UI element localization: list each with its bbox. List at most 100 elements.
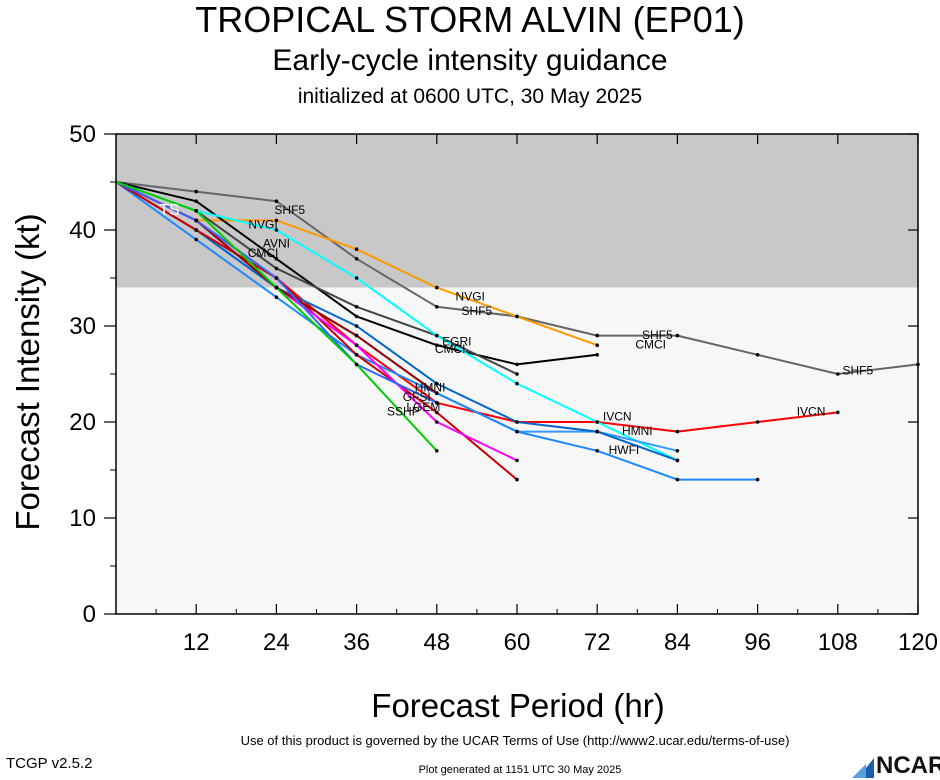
- y-tick-label: 10: [69, 505, 96, 532]
- x-tick-label: 120: [898, 629, 938, 656]
- band-1: [116, 287, 918, 614]
- point-gfsi: [435, 410, 439, 415]
- point-cmci: [435, 343, 439, 348]
- chart-title: TROPICAL STORM ALVIN (EP01): [195, 0, 745, 40]
- y-axis-label: Forecast Intensity (kt): [9, 213, 46, 531]
- point-shf5: [755, 353, 760, 357]
- series-label: NVGI: [248, 217, 277, 231]
- point-ivcn: [836, 410, 840, 415]
- series-label: NVGI: [456, 289, 485, 303]
- ncar-logo-mark: [852, 758, 874, 778]
- point-ctci: [354, 324, 359, 328]
- point-dshp: [274, 228, 279, 232]
- point-ivcn: [675, 429, 680, 434]
- series-label: SHF5: [462, 304, 493, 318]
- point-ivcn: [755, 420, 760, 424]
- point-gfsi: [354, 353, 359, 357]
- point-cmci: [354, 314, 359, 319]
- point-lgem: [435, 401, 439, 405]
- x-tick-label: 12: [183, 629, 210, 656]
- series-label: IVCN: [797, 405, 826, 419]
- point-dshp: [595, 420, 599, 424]
- point-shf5: [595, 333, 599, 338]
- series-points: [194, 189, 920, 482]
- point-hwfi: [595, 449, 599, 453]
- point-hwfi: [755, 477, 760, 482]
- point-dshp: [435, 333, 439, 338]
- series-label: CMCI: [635, 337, 666, 351]
- point-gfsi: [194, 228, 198, 232]
- series-line-dshp: [115, 181, 678, 462]
- point-ctci: [515, 420, 519, 424]
- point-hwfi: [194, 237, 198, 242]
- point-egri: [354, 343, 359, 348]
- series-label: AVNI: [263, 237, 290, 251]
- point-sshp: [274, 285, 279, 290]
- point-avni: [354, 305, 359, 309]
- series-label: IVCN: [603, 409, 632, 423]
- series-label: GFSI: [403, 390, 431, 404]
- band-label: TS: [159, 202, 179, 219]
- point-ctci: [595, 429, 599, 434]
- series-label: LGEM: [406, 400, 440, 414]
- series-line-ctci: [115, 181, 678, 462]
- point-cmci: [515, 362, 519, 367]
- point-nvgi: [595, 343, 599, 348]
- point-avni: [274, 266, 279, 271]
- x-tick-label: 72: [584, 629, 611, 656]
- point-hwfi: [274, 295, 279, 300]
- series-label: CMCI: [248, 246, 279, 260]
- x-tick-label: 48: [423, 629, 450, 656]
- axes: 12 24 36 48 60 72 84 96 108 120 0 10 20 30 40 50: [69, 121, 938, 656]
- point-emxi: [435, 391, 439, 396]
- point-cmci: [194, 199, 198, 203]
- point-nvgi: [435, 285, 439, 290]
- point-avni: [515, 372, 519, 376]
- point-shf5: [354, 257, 359, 261]
- x-tick-label: 84: [664, 629, 691, 656]
- y-tick-label: 50: [69, 121, 96, 148]
- x-tick-label: 96: [744, 629, 771, 656]
- series-label: HMNI: [622, 424, 653, 438]
- y-tick-label: 30: [69, 313, 96, 340]
- point-hwfi: [675, 477, 680, 482]
- point-nvgi: [354, 247, 359, 251]
- ncar-logo-text: NCAR: [876, 752, 940, 779]
- band-0: [116, 134, 918, 288]
- point-egri: [515, 458, 519, 463]
- x-tick-label: 24: [263, 629, 290, 656]
- series-label: HWFI: [609, 443, 640, 457]
- point-nvgi: [515, 314, 519, 319]
- point-shf5: [435, 305, 439, 309]
- chart-subtitle: Early-cycle intensity guidance: [272, 44, 668, 77]
- point-hwfi: [515, 429, 519, 434]
- point-nvgi: [274, 218, 279, 223]
- point-gfsi: [515, 477, 519, 482]
- series-label: SHF5: [274, 203, 305, 217]
- series-label: SHF5: [642, 328, 673, 342]
- point-dshp: [354, 276, 359, 280]
- y-tick-label: 40: [69, 217, 96, 244]
- point-shf5: [836, 372, 840, 376]
- point-cmci: [595, 353, 599, 357]
- point-sshp: [194, 209, 198, 213]
- point-lgem: [274, 276, 279, 280]
- point-emxi: [354, 333, 359, 338]
- point-egri: [435, 420, 439, 424]
- point-ctci: [435, 381, 439, 386]
- x-axis-label: Forecast Period (hr): [371, 687, 665, 724]
- version-label: TCGP v2.5.2: [6, 755, 93, 772]
- series-label: SHF5: [843, 363, 874, 377]
- point-shf5: [675, 333, 680, 338]
- series-annotations: SHF5NVGIAVNICMCINVGISHF5SHF5CMCISHF5EGRI…: [159, 202, 873, 457]
- series-label: EGRI: [442, 334, 471, 348]
- point-cmci: [274, 257, 279, 261]
- point-ctci: [675, 458, 680, 463]
- point-shf5: [274, 199, 279, 203]
- point-lgem: [194, 218, 198, 223]
- point-dshp: [515, 381, 519, 386]
- terms-of-use-text: Use of this product is governed by the U…: [240, 733, 790, 748]
- point-sshp: [435, 449, 439, 453]
- point-shf5: [194, 189, 198, 194]
